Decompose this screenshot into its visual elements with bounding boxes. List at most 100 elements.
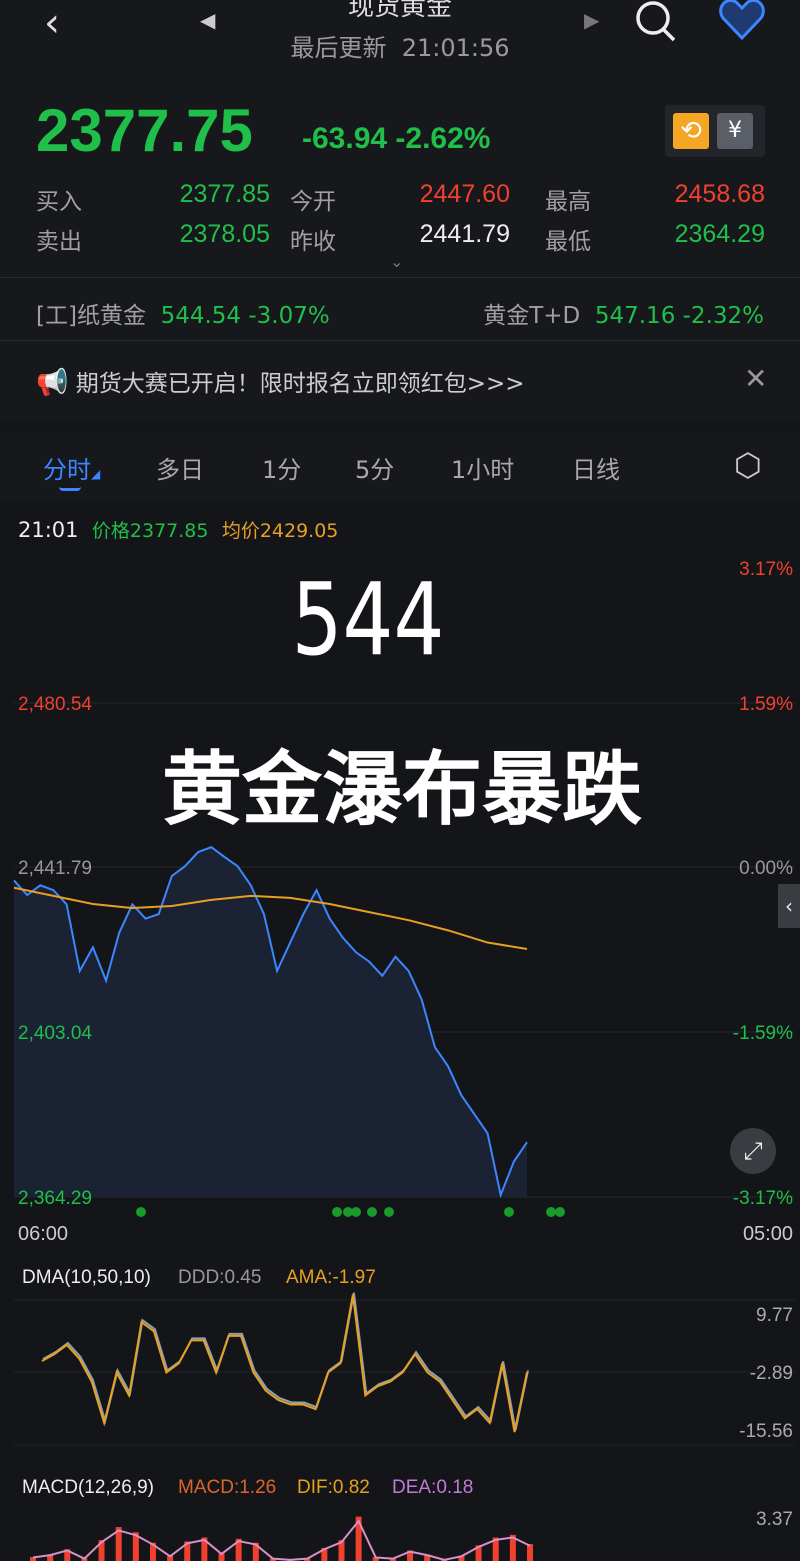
y-tick: -2.89 [750,1363,793,1384]
change-percent: -2.62% [395,122,491,155]
intraday-chart[interactable]: 2,480.54 2,441.79 2,403.04 2,364.29 3.17% 1.5… [0,550,800,1250]
macd-bar [115,1527,122,1561]
macd-bar [184,1541,191,1561]
y-right-tick: 0.00% [739,858,793,879]
overlay-number: 544 [291,561,445,678]
macd-bar [475,1545,482,1561]
refresh-icon[interactable]: ⟲ [673,113,709,149]
cursor-time: 21:01 [18,518,79,542]
macd-bar [527,1544,533,1561]
divider [0,277,800,278]
macd-bar [338,1540,345,1561]
period-tabs: 分时◢ 多日 1分 5分 1小时 日线 ⬡ [0,432,800,502]
field-value: 2441.79 [419,220,510,248]
close-banner-icon[interactable]: ✕ [744,362,768,395]
indicator-label: MACD(12,26,9) [22,1477,154,1498]
macd-bar [167,1555,174,1561]
macd-bar [149,1542,156,1561]
settings-hexagon-icon[interactable]: ⬡ [734,446,762,484]
macd-bar [407,1550,414,1561]
y-tick: 9.77 [756,1305,793,1326]
field-value: 2458.68 [674,180,765,208]
expand-chevron-icon[interactable]: ⌄ [390,252,404,271]
last-update-label: 最后更新 [290,34,387,62]
related-name: [工]纸黄金 [36,303,146,329]
banner-text: 期货大赛已开启！限时报名立即领红包>>> [75,371,525,397]
ddd-line [42,1292,529,1431]
macd-bar [355,1516,362,1561]
y-right-tick: -1.59% [733,1023,793,1044]
page-title: 现货黄金 [347,0,453,22]
macd-bar [30,1557,36,1561]
related-item-gold-td[interactable]: 黄金T+D 547.16 -2.32% [483,296,764,330]
tab-1min[interactable]: 1分 [262,456,302,484]
info-bar: 21:01 价格2377.85 均价2429.05 [18,516,338,543]
macd-bar [424,1554,431,1561]
cursor-avg: 均价2429.05 [221,520,339,542]
divider [0,340,800,341]
macd-bar [389,1558,396,1561]
tab-dropdown-icon: ◢ [91,467,101,481]
macd-bar [509,1534,516,1561]
price-change: -63.94 -2.62% [302,122,490,156]
tab-daily[interactable]: 日线 [572,456,620,484]
avg-line [13,886,528,950]
event-dot [367,1207,377,1217]
currency-convert-icon[interactable]: ¥ [717,113,753,149]
macd-bar [252,1542,259,1561]
cursor-price: 价格2377.85 [91,520,209,542]
tab-multi-day[interactable]: 多日 [156,456,204,484]
favorite-heart-icon[interactable] [718,0,766,42]
y-tick: 3.37 [756,1509,793,1530]
macd-chart: MACD(12,26,9) MACD:1.26 DIF:0.82 DEA:0.18 3.… [22,1477,793,1561]
field-value: 2378.05 [179,220,270,248]
y-left-tick: 2,364.29 [18,1188,92,1209]
field-label: 昨收 [290,229,336,255]
change-value: -63.94 [302,122,388,155]
tool-buttons: ⟲ ¥ [665,105,765,157]
y-tick: -15.56 [739,1421,793,1442]
back-icon[interactable]: ‹ [44,0,60,46]
active-tab-indicator [59,487,81,491]
quote-header: ‹ ◀ ▶ 现货黄金 最后更新 21:01:56 2377.75 -63.94 … [0,0,800,420]
field-label: 买入 [36,189,82,215]
tab-5min[interactable]: 5分 [355,456,395,484]
y-right-tick: 3.17% [739,559,793,580]
macd-bar [218,1553,225,1561]
macd-bar [201,1537,208,1561]
event-dot [504,1207,514,1217]
next-instrument-icon[interactable]: ▶ [584,8,600,32]
last-update: 最后更新 21:01:56 [290,28,509,63]
tab-intraday-label: 分时 [43,456,91,484]
promo-banner[interactable]: 📢 期货大赛已开启！限时报名立即领红包>>> [36,364,525,398]
field-value: 2364.29 [674,220,765,248]
related-value: 547.16 -2.32% [594,303,764,329]
field-label: 卖出 [36,229,82,255]
macd-bar [458,1555,465,1561]
related-item-paper-gold[interactable]: [工]纸黄金 544.54 -3.07% [36,296,330,330]
macd-bar [64,1549,71,1561]
x-tick: 06:00 [18,1223,68,1245]
related-name: 黄金T+D [483,303,581,329]
field-value: 2447.60 [419,180,510,208]
event-dot [136,1207,146,1217]
prev-instrument-icon[interactable]: ◀ [200,8,216,32]
tab-1hour[interactable]: 1小时 [451,456,515,484]
tab-intraday[interactable]: 分时◢ [43,450,100,491]
price-line [13,846,528,1199]
event-dot [332,1207,342,1217]
dea-value: DEA:0.18 [392,1477,473,1498]
field-label: 最高 [545,189,591,215]
indicator-label: DMA(10,50,10) [22,1267,151,1288]
collapse-side-icon[interactable]: ‹ [778,884,800,928]
last-price: 2377.75 [36,97,253,164]
price-area [14,847,527,1197]
search-icon[interactable] [632,0,678,44]
field-value: 2377.85 [179,180,270,208]
ama-value: AMA:-1.97 [286,1267,376,1288]
macd-bar [492,1537,499,1561]
fullscreen-icon[interactable]: ⤢ [730,1128,776,1174]
macd-bar [304,1558,311,1561]
event-dot [343,1207,353,1217]
y-right-tick: -3.17% [733,1188,793,1209]
